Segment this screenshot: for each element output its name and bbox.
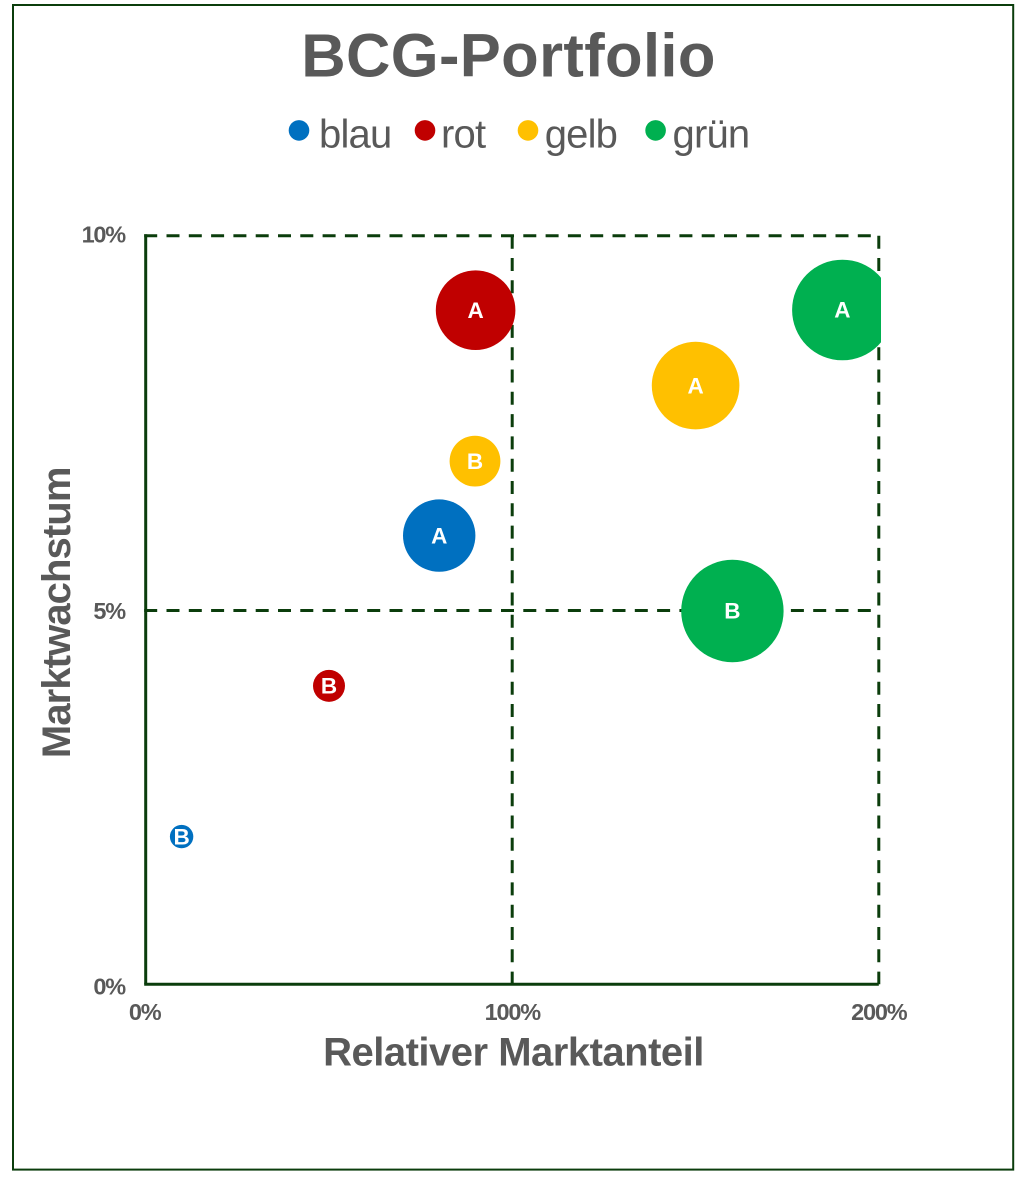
svg-text:100%: 100% [485,999,542,1025]
svg-text:Marktwachstum: Marktwachstum [35,467,79,758]
svg-text:grün: grün [673,113,750,157]
svg-text:A: A [431,523,447,548]
svg-text:Relativer Marktanteil: Relativer Marktanteil [323,1031,704,1075]
svg-text:blau: blau [319,113,391,157]
svg-text:0%: 0% [129,999,162,1025]
svg-text:0%: 0% [93,974,126,1000]
svg-text:A: A [687,373,703,398]
svg-text:gelb: gelb [545,113,617,157]
svg-text:B: B [321,674,337,699]
svg-text:BCG-Portfolio: BCG-Portfolio [301,21,715,90]
svg-text:A: A [834,298,850,323]
svg-text:A: A [467,298,483,323]
svg-text:B: B [173,824,189,849]
svg-text:200%: 200% [851,999,908,1025]
svg-text:rot: rot [441,113,486,157]
svg-text:B: B [467,449,483,474]
svg-text:B: B [724,599,740,624]
svg-text:10%: 10% [82,222,127,248]
svg-text:5%: 5% [93,598,126,624]
